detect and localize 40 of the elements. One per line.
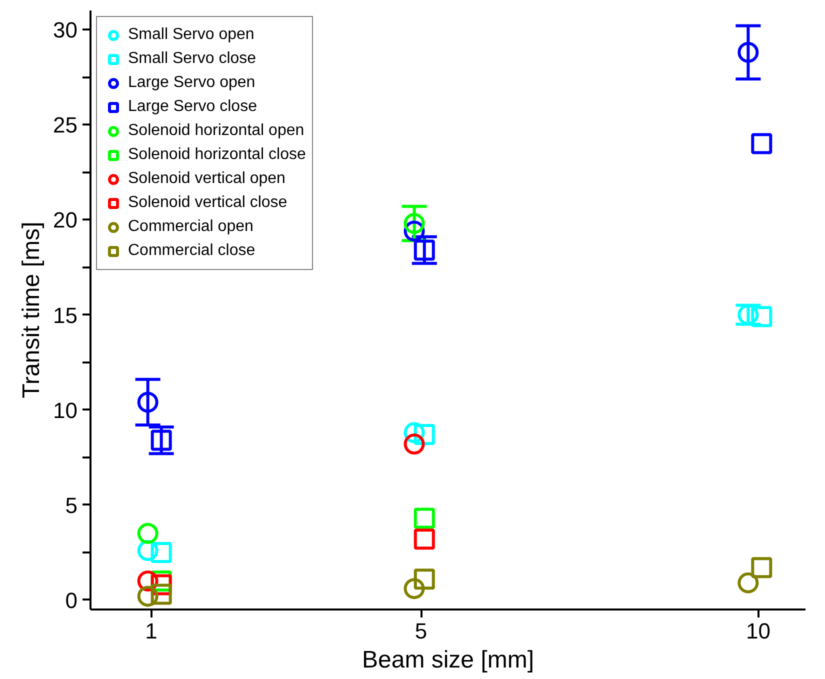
x-tick-label: 5 [414, 618, 428, 644]
point [751, 557, 772, 578]
legend-label: Small Servo close [128, 49, 256, 69]
y-tick-label: 20 [53, 208, 78, 233]
point [738, 42, 759, 63]
point [738, 572, 759, 594]
point [150, 430, 172, 451]
point [137, 522, 158, 544]
point [150, 542, 172, 563]
point [414, 240, 435, 261]
y-tick-label: 15 [53, 302, 78, 328]
x-tick-label: 1 [145, 618, 158, 644]
point [150, 584, 172, 605]
legend-label: Commercial open [128, 217, 254, 237]
y-axis-title: Transit time [ms] [18, 222, 46, 398]
point [404, 434, 425, 455]
y-tick-label: 10 [53, 398, 78, 423]
point [414, 508, 435, 529]
y-tick-label: 25 [53, 112, 78, 138]
x-tick-label: 10 [746, 618, 771, 644]
legend-label: Solenoid horizontal close [128, 145, 306, 165]
point [404, 212, 425, 234]
y-tick-label: 5 [65, 492, 78, 518]
point [137, 392, 158, 413]
legend-label: Commercial close [128, 241, 256, 261]
legend-label: Solenoid vertical close [128, 193, 288, 213]
point [751, 306, 772, 328]
legend-label: Large Servo open [128, 73, 256, 93]
legend-label: Small Servo open [128, 25, 254, 45]
x-axis-title: Beam size [mm] [362, 646, 534, 674]
y-tick-label: 30 [53, 18, 78, 43]
legend-label: Solenoid vertical open [128, 169, 286, 189]
point [751, 133, 772, 154]
point [137, 586, 158, 607]
point [414, 528, 435, 550]
legend-label: Large Servo close [128, 97, 257, 117]
y-tick-label: 0 [65, 588, 78, 613]
point [414, 568, 435, 590]
legend-label: Solenoid horizontal open [128, 121, 304, 141]
point [404, 578, 425, 600]
